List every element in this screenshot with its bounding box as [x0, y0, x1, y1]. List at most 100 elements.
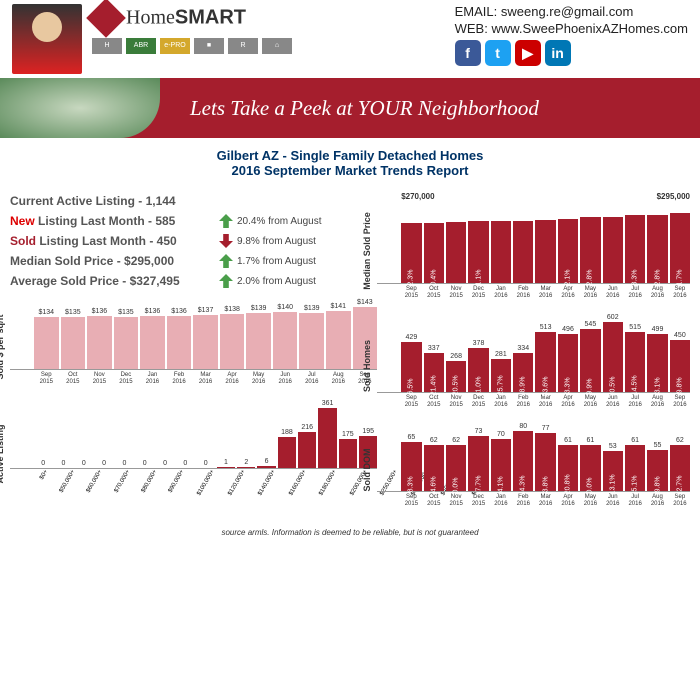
bar-pct: -20.5%: [453, 376, 460, 398]
bar-value: 0: [143, 460, 147, 467]
x-label: Sep2015: [401, 494, 421, 507]
chart-bars: 4296.5%337-21.4%268-20.5%37841.0%281-25.…: [377, 313, 690, 393]
social-row: ft▶in: [455, 40, 688, 68]
bar-pct: -3.8%: [542, 477, 549, 495]
x-label: Sep2015: [401, 286, 421, 299]
x-label: Jan2016: [491, 494, 511, 507]
stat-row: Average Sold Price - $327,4952.0% from A…: [10, 274, 377, 288]
bar: 0.0%: [580, 445, 600, 491]
x-label: Apr2016: [220, 372, 245, 385]
bar-value: 55: [654, 442, 662, 449]
bar-pct: 3.3%: [632, 270, 639, 286]
title-block: Gilbert AZ - Single Family Detached Home…: [0, 138, 700, 188]
bar-pct: 1.1%: [475, 270, 482, 286]
header: HomeSMART HABRe-PRO■R⌂ EMAIL: sweeng.re@…: [0, 0, 700, 78]
bar-col: 6: [257, 458, 275, 468]
x-label: Aug2016: [326, 372, 351, 385]
bar-value: 450: [674, 332, 686, 339]
bar-value: 73: [475, 428, 483, 435]
bar-col: 1.1%: [468, 221, 488, 283]
bar-pct: -3.3%: [565, 378, 572, 396]
bar-col: 0: [156, 460, 174, 468]
bar-col: 515-14.5%: [625, 324, 645, 392]
bar: -9.8%: [647, 450, 667, 491]
bar: [237, 467, 255, 468]
stat-label: Current Active Listing - 1,144: [10, 194, 215, 208]
bar-value: $138: [224, 306, 240, 313]
x-label: Oct2015: [424, 494, 444, 507]
bar: [273, 312, 298, 369]
bar-pct: -20.8%: [565, 475, 572, 497]
bar-col: 5459.9%: [580, 321, 600, 392]
bar-pct: 2.8%: [587, 270, 594, 286]
x-label: Feb2016: [513, 494, 533, 507]
bar-value: 62: [430, 437, 438, 444]
stat-pct: 20.4% from August: [237, 216, 322, 227]
bar-value: 0: [204, 460, 208, 467]
web-value[interactable]: www.SweePhoenixAZHomes.com: [491, 21, 688, 36]
twitter-icon[interactable]: t: [485, 40, 511, 66]
x-label: Feb2016: [167, 372, 192, 385]
bar-value: 61: [564, 437, 572, 444]
bar: [220, 314, 245, 369]
bar-value: 62: [452, 437, 460, 444]
email-value[interactable]: sweeng.re@gmail.com: [501, 4, 633, 19]
bar-col: 8014.3%: [513, 423, 533, 491]
bar: [34, 317, 59, 369]
x-label: Mar2016: [193, 372, 218, 385]
x-label: Aug2016: [647, 286, 667, 299]
diamond-icon: [86, 0, 126, 38]
bar-pct: -8.3%: [408, 477, 415, 495]
bar: 41.0%: [468, 348, 488, 392]
chart-axis-label: Sold DOM: [362, 448, 372, 491]
bar: 2.3%: [401, 223, 421, 283]
youtube-icon[interactable]: ▶: [515, 40, 541, 66]
bar: 53.6%: [535, 332, 555, 392]
bar: [513, 221, 533, 283]
bar-pct: 53.6%: [542, 377, 549, 397]
bar-pct: 1.7%: [676, 270, 683, 286]
bar-col: [446, 222, 466, 283]
cert-badge: ⌂: [262, 38, 292, 54]
x-label: Oct2015: [424, 286, 444, 299]
linkedin-icon[interactable]: in: [545, 40, 571, 66]
bar: 1.1%: [468, 221, 488, 283]
bar-col: 2.3%: [401, 223, 421, 283]
x-label: Aug2016: [647, 395, 667, 408]
cert-badge: ■: [194, 38, 224, 54]
x-label: Jul2016: [625, 286, 645, 299]
bar-col: 2: [237, 459, 255, 468]
bar-pct: -4.1%: [497, 477, 504, 495]
bar-value: $135: [118, 309, 134, 316]
bar-pct: -3.1%: [654, 378, 661, 396]
x-label: Mar2016: [535, 395, 555, 408]
bar-pct: 0.0%: [587, 478, 594, 494]
bar: 2.1%: [558, 219, 578, 283]
facebook-icon[interactable]: f: [455, 40, 481, 66]
bar-col: 610.0%: [580, 437, 600, 491]
bar-pct: -21.4%: [430, 376, 437, 398]
bar-col: 0: [197, 460, 215, 468]
web-label: WEB:: [455, 21, 488, 36]
bar: -13.1%: [603, 451, 623, 491]
stat-label: Average Sold Price - $327,495: [10, 274, 215, 288]
bar-value: 53: [609, 443, 617, 450]
bar-pct: -4.6%: [430, 477, 437, 495]
contact-block: EMAIL: sweeng.re@gmail.com WEB: www.Swee…: [455, 4, 688, 70]
stat-label: Median Sold Price - $295,000: [10, 254, 215, 268]
stat-row: Sold Listing Last Month - 4509.8% from A…: [10, 234, 377, 248]
chart-xlabels: $0+$50,000+$60,000+$70,000+$80,000+$90,0…: [10, 469, 377, 499]
bar-value: 0: [102, 460, 106, 467]
arrow-up-icon: [219, 274, 233, 288]
bar-pct: -14.5%: [632, 376, 639, 398]
bar-pct: 6.5%: [408, 379, 415, 395]
bar-col: 0: [75, 460, 93, 468]
bar: -20.8%: [558, 445, 578, 491]
stat-pct: 9.8% from August: [237, 236, 316, 247]
x-label: Jan2016: [140, 372, 165, 385]
bar-pct: 10.5%: [609, 377, 616, 397]
bar: [87, 316, 112, 369]
bar-pct: -9.8%: [654, 477, 661, 495]
bar-col: 55-9.8%: [647, 442, 667, 491]
bar-col: 450-9.8%: [670, 332, 690, 392]
